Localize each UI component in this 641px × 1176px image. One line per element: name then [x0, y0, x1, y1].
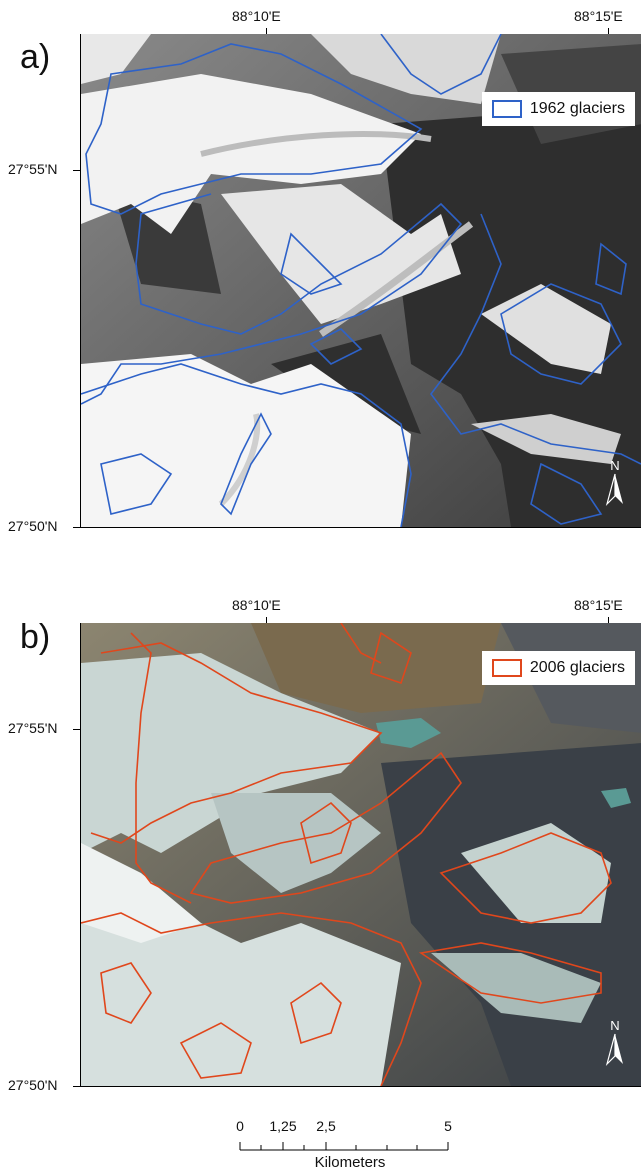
- scale-bar: 0 1,25 2,5 5 Kilometers: [230, 1118, 470, 1176]
- panel-a-lat-label-1: 27°55'N: [8, 161, 58, 177]
- panel-b-imagery: [81, 623, 641, 1086]
- panel-b-lat-tick-2: [73, 1086, 80, 1087]
- scale-tick-label-3: 5: [444, 1118, 452, 1134]
- panel-b-lon-label-2: 88°15'E: [574, 597, 623, 613]
- panel-b-legend-swatch: [491, 659, 522, 677]
- panel-b-legend-text: 2006 glaciers: [529, 659, 625, 676]
- panel-b-lon-tick-1: [266, 617, 267, 624]
- panel-b-glacier-outlines: [81, 623, 612, 1086]
- panel-a-lat-label-2: 27°50'N: [8, 518, 58, 534]
- panel-a-legend-swatch: [491, 100, 522, 118]
- panel-b-map: [80, 623, 641, 1087]
- panel-b-north-letter: N: [610, 1018, 619, 1033]
- panel-a-lon-label-1: 88°10'E: [232, 8, 281, 24]
- panel-b-lat-label-1: 27°55'N: [8, 720, 58, 736]
- panel-b-lon-tick-2: [608, 617, 609, 624]
- panel-b-north-arrow-icon: N: [603, 1018, 627, 1068]
- panel-a-north-arrow-icon: N: [603, 458, 627, 508]
- panel-a-label: a): [20, 38, 51, 76]
- panel-a-glacier-outlines: [81, 34, 641, 527]
- panel-a-lon-tick-2: [608, 28, 609, 35]
- panel-b-legend: 2006 glaciers: [481, 651, 635, 685]
- panel-b-lat-tick-1: [73, 729, 80, 730]
- scale-tick-label-2: 2,5: [316, 1118, 336, 1134]
- panel-b-lon-label-1: 88°10'E: [232, 597, 281, 613]
- scale-tick-label-1: 1,25: [269, 1118, 297, 1134]
- panel-a-lat-tick-1: [73, 170, 80, 171]
- scale-tick-label-0: 0: [236, 1118, 244, 1134]
- panel-b-lat-label-2: 27°50'N: [8, 1077, 58, 1093]
- panel-a-lat-tick-2: [73, 527, 80, 528]
- scale-unit-label: Kilometers: [314, 1154, 386, 1171]
- panel-b-label: b): [20, 618, 51, 656]
- panel-a-lon-label-2: 88°15'E: [574, 8, 623, 24]
- scale-bar-graphic: [239, 1142, 449, 1151]
- panel-a-lon-tick-1: [266, 28, 267, 35]
- panel-a-legend-text: 1962 glaciers: [529, 100, 625, 117]
- panel-a-north-letter: N: [610, 458, 619, 473]
- panel-a-legend: 1962 glaciers: [481, 92, 635, 126]
